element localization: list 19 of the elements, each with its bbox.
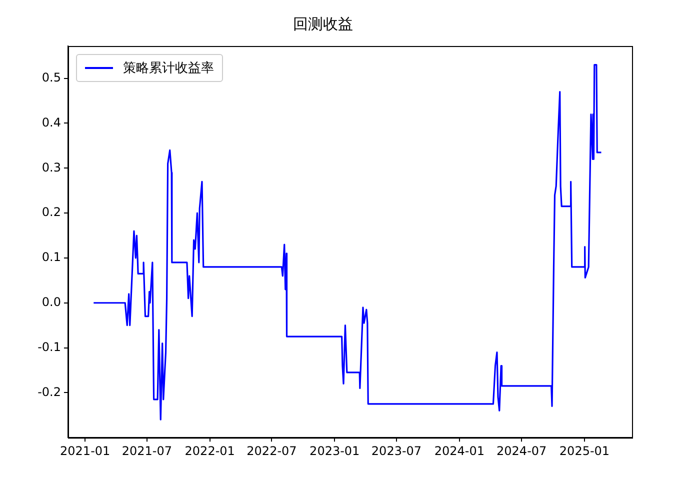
- y-tick-label: 0.4: [42, 115, 61, 130]
- y-tick-label: 0.0: [42, 295, 61, 309]
- x-tick-label: 2023-01: [310, 444, 360, 458]
- legend-label: 策略累计收益率: [123, 60, 214, 77]
- x-tick-label: 2022-01: [184, 444, 235, 458]
- y-tick-label: 0.1: [42, 250, 61, 264]
- y-tick-label: 0.3: [42, 160, 61, 174]
- x-tick-label: 2021-01: [60, 444, 110, 458]
- y-tick-label: 0.2: [42, 205, 61, 220]
- x-tick-label: 2021-07: [122, 444, 172, 458]
- y-tick-label: -0.1: [38, 340, 61, 354]
- y-tick-label: 0.5: [42, 70, 61, 84]
- chart-title: 回测收益: [293, 14, 353, 33]
- x-tick-label: 2024-01: [434, 444, 484, 458]
- y-tick-label: -0.2: [38, 384, 61, 399]
- x-tick-label: 2023-07: [371, 444, 422, 458]
- x-tick-label: 2025-01: [559, 444, 610, 458]
- x-tick-label: 2024-07: [496, 444, 547, 458]
- x-tick-label: 2022-07: [246, 444, 297, 458]
